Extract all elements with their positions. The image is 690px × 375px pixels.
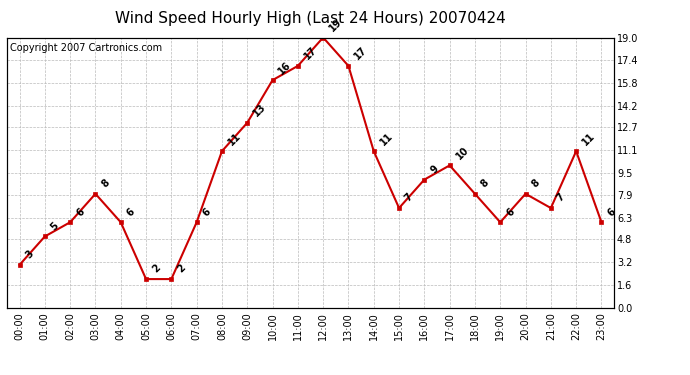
Text: 8: 8 <box>99 178 112 190</box>
Text: 5: 5 <box>49 220 61 232</box>
Text: 2: 2 <box>150 263 162 275</box>
Text: 13: 13 <box>251 102 268 118</box>
Text: Copyright 2007 Cartronics.com: Copyright 2007 Cartronics.com <box>10 43 162 53</box>
Text: 17: 17 <box>353 45 369 62</box>
Text: 8: 8 <box>479 178 491 190</box>
Text: 6: 6 <box>606 206 618 218</box>
Text: 11: 11 <box>378 130 395 147</box>
Text: 11: 11 <box>226 130 243 147</box>
Text: 6: 6 <box>125 206 137 218</box>
Text: Wind Speed Hourly High (Last 24 Hours) 20070424: Wind Speed Hourly High (Last 24 Hours) 2… <box>115 11 506 26</box>
Text: 8: 8 <box>530 178 542 190</box>
Text: 17: 17 <box>302 45 319 62</box>
Text: 6: 6 <box>75 206 86 218</box>
Text: 19: 19 <box>327 17 344 33</box>
Text: 16: 16 <box>277 59 293 76</box>
Text: 7: 7 <box>555 192 567 204</box>
Text: 6: 6 <box>201 206 213 218</box>
Text: 10: 10 <box>454 145 471 161</box>
Text: 11: 11 <box>580 130 597 147</box>
Text: 6: 6 <box>504 206 516 218</box>
Text: 9: 9 <box>428 164 440 176</box>
Text: 2: 2 <box>175 263 188 275</box>
Text: 3: 3 <box>23 249 36 261</box>
Text: 7: 7 <box>403 192 415 204</box>
